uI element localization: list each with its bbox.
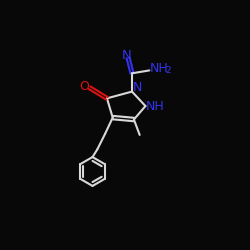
Text: NH: NH — [150, 62, 169, 74]
Text: O: O — [79, 80, 89, 93]
Text: N: N — [133, 81, 142, 94]
Text: NH: NH — [146, 100, 165, 113]
Text: N: N — [122, 49, 132, 62]
Text: 2: 2 — [165, 66, 171, 75]
